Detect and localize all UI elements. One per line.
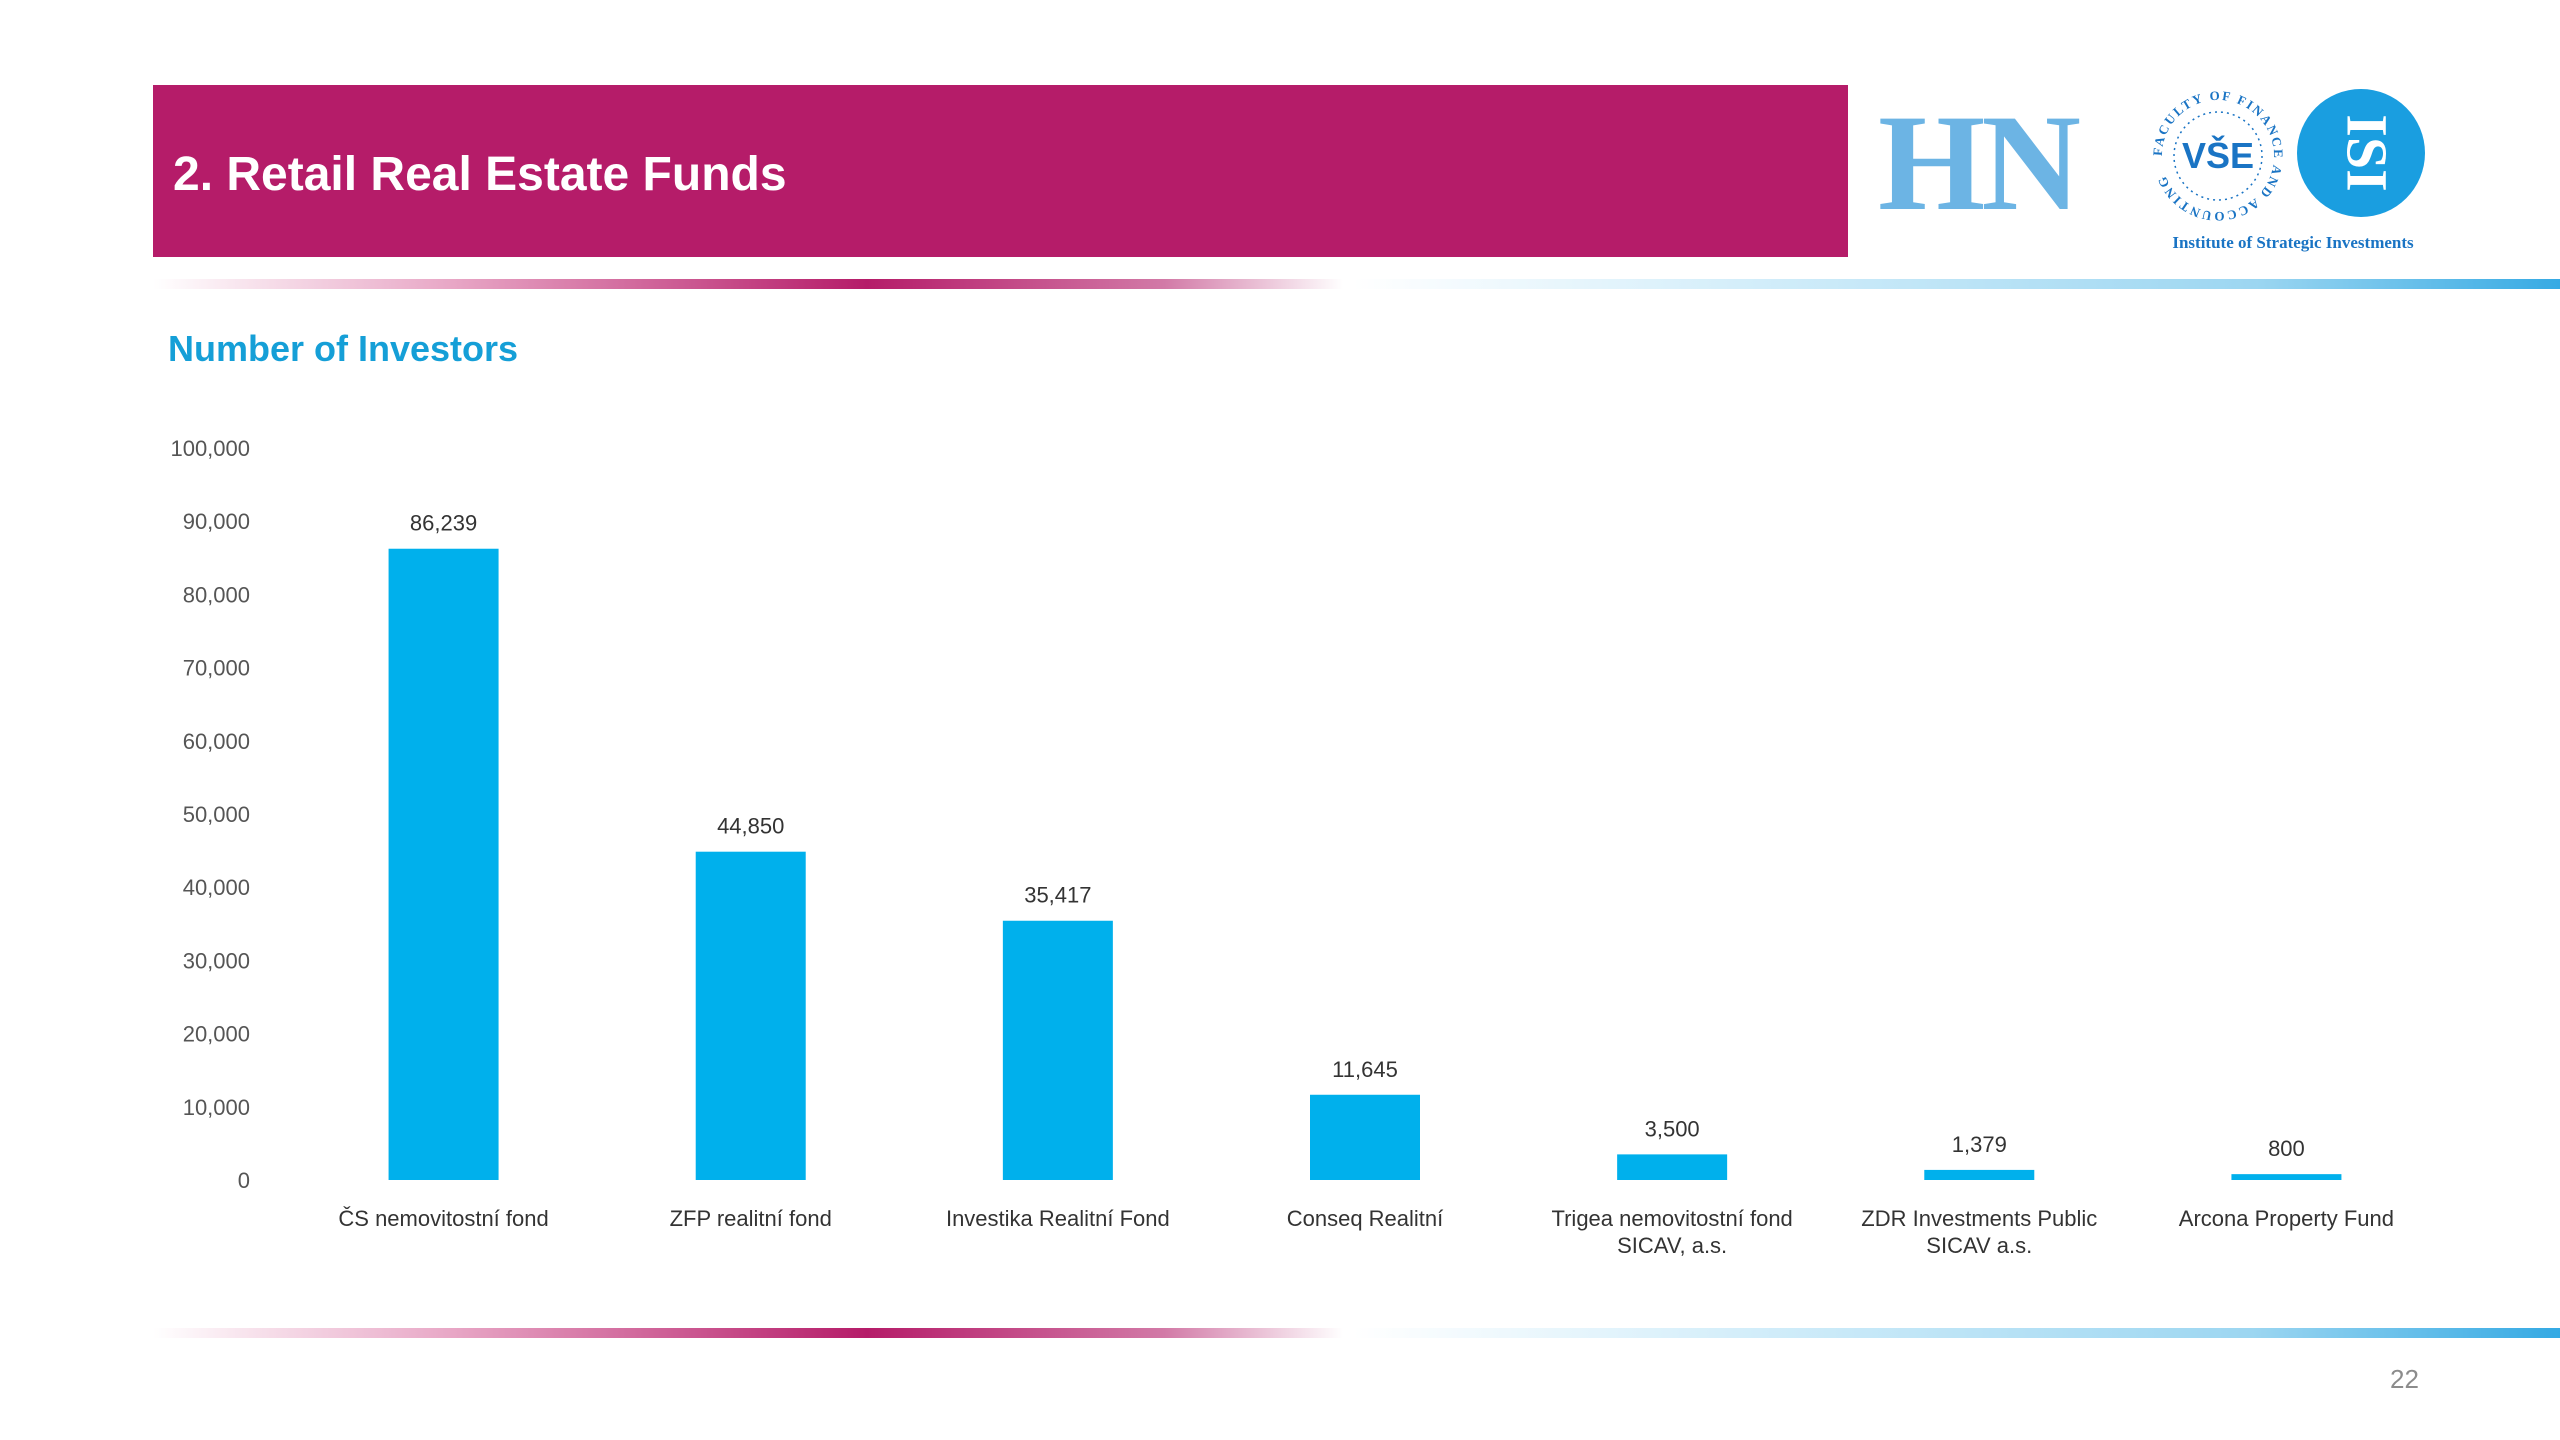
data-label: 44,850 xyxy=(717,814,784,839)
hn-logo: HN xyxy=(1878,86,2081,239)
page-title: 2. Retail Real Estate Funds xyxy=(173,147,787,201)
institute-name: Institute of Strategic Investments xyxy=(2172,233,2414,252)
data-label: 11,645 xyxy=(1332,1057,1398,1082)
bar xyxy=(1617,1154,1728,1180)
y-tick-label: 0 xyxy=(238,1168,250,1193)
x-tick-label: ZFP realitní fond xyxy=(670,1206,832,1231)
vse-faculty-logo: FACULTY OF FINANCE AND ACCOUNTING VŠE xyxy=(2150,88,2284,224)
chart-title: Number of Investors xyxy=(168,328,519,369)
y-tick-label: 30,000 xyxy=(183,948,250,973)
x-tick-label: Arcona Property Fund xyxy=(2179,1206,2394,1231)
y-tick-label: 80,000 xyxy=(183,582,250,607)
data-label: 1,379 xyxy=(1952,1132,2007,1157)
bar xyxy=(1924,1169,2035,1180)
isi-logo: ISI xyxy=(2297,89,2425,217)
bar xyxy=(2231,1174,2342,1180)
y-tick-label: 60,000 xyxy=(183,729,250,754)
x-tick-label: SICAV a.s. xyxy=(1926,1233,2032,1258)
data-label: 35,417 xyxy=(1024,883,1091,908)
data-label: 86,239 xyxy=(410,511,477,536)
bar xyxy=(1310,1094,1420,1180)
x-tick-label: ČS nemovitostní fond xyxy=(338,1206,548,1231)
y-tick-label: 10,000 xyxy=(183,1095,250,1120)
bar xyxy=(1002,920,1113,1180)
x-tick-label: SICAV, a.s. xyxy=(1617,1233,1727,1258)
title-banner: 2. Retail Real Estate Funds xyxy=(153,85,1848,257)
x-tick-label: Investika Realitní Fond xyxy=(946,1206,1170,1231)
y-tick-label: 70,000 xyxy=(183,656,250,681)
data-label: 3,500 xyxy=(1645,1116,1700,1141)
y-tick-label: 40,000 xyxy=(183,875,250,900)
x-tick-label: Trigea nemovitostní fond xyxy=(1551,1206,1792,1231)
bar xyxy=(388,548,499,1180)
y-tick-label: 90,000 xyxy=(183,509,250,534)
y-tick-label: 50,000 xyxy=(183,802,250,827)
x-tick-label: Conseq Realitní xyxy=(1287,1206,1444,1231)
y-tick-label: 100,000 xyxy=(170,436,250,461)
y-tick-label: 20,000 xyxy=(183,1022,250,1047)
vse-mark: VŠE xyxy=(2182,134,2254,176)
data-label: 800 xyxy=(2268,1136,2305,1161)
page-number: 22 xyxy=(2390,1364,2419,1394)
isi-mark: ISI xyxy=(2335,114,2400,191)
x-tick-label: ZDR Investments Public xyxy=(1861,1206,2097,1231)
bar xyxy=(695,851,806,1180)
